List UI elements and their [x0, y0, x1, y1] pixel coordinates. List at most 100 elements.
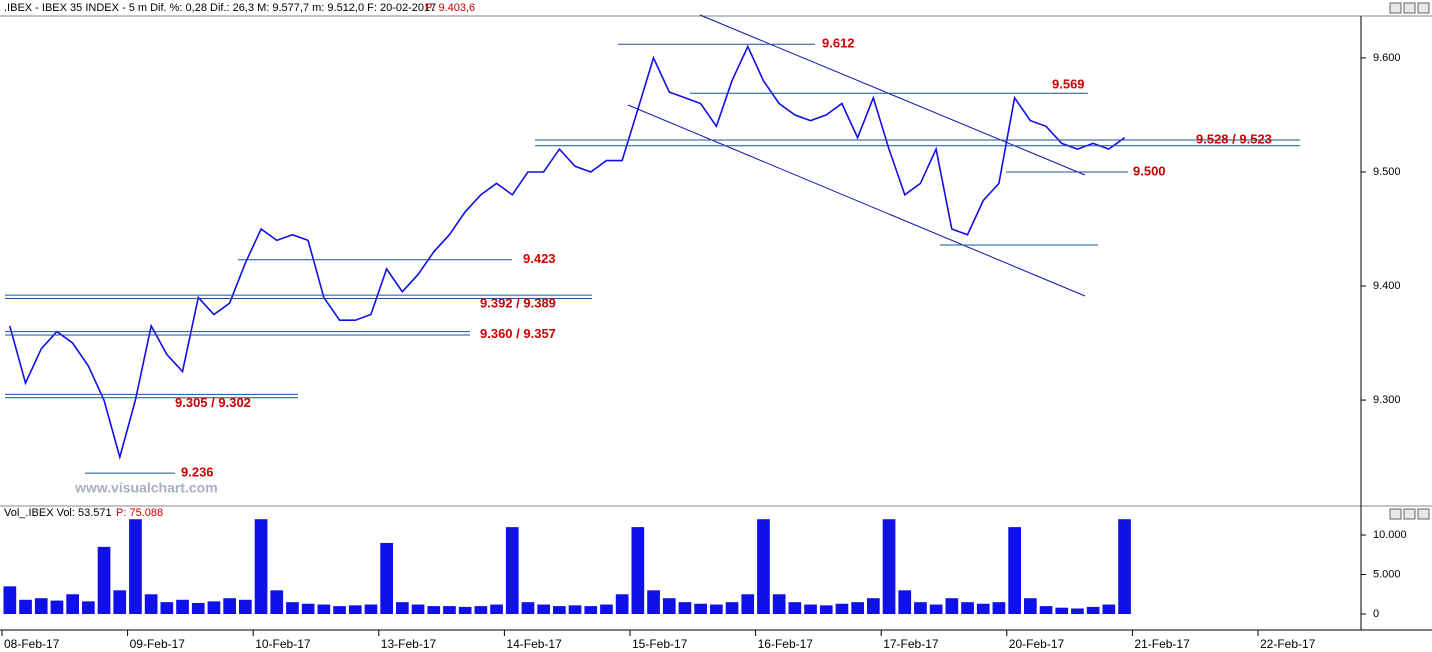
- volume-bar: [741, 594, 755, 615]
- volume-bar: [772, 594, 786, 615]
- volume-bar: [662, 598, 676, 615]
- volume-bar: [364, 604, 378, 615]
- x-tick-label: 14-Feb-17: [506, 637, 562, 651]
- volume-bar: [1008, 527, 1021, 615]
- volume-bar: [1086, 606, 1100, 615]
- volume-bar: [615, 594, 629, 615]
- volume-bar: [223, 598, 236, 615]
- y-tick-label: 9.300: [1373, 394, 1401, 406]
- volume-bar: [144, 594, 158, 615]
- volume-bar: [239, 599, 252, 615]
- volume-bar: [82, 601, 95, 615]
- volume-bar: [804, 604, 817, 615]
- y-tick-label: 10.000: [1373, 529, 1407, 541]
- volume-bar: [1055, 607, 1069, 615]
- channel-upper: [699, 14, 1086, 176]
- x-tick-label: 08-Feb-17: [4, 637, 60, 651]
- chart-title: .IBEX - IBEX 35 INDEX - 5 m Dif. %: 0,28…: [4, 2, 436, 14]
- volume-bar: [553, 606, 566, 615]
- y-tick-label: 9.500: [1373, 166, 1401, 178]
- volume-bar: [1071, 608, 1084, 615]
- y-tick-label: 5.000: [1373, 568, 1401, 580]
- y-tick-label: 9.600: [1373, 52, 1401, 64]
- volume-bar: [207, 601, 221, 615]
- volume-bar: [757, 519, 770, 615]
- volume-bar: [521, 602, 535, 615]
- x-tick-label: 21-Feb-17: [1134, 637, 1190, 651]
- channel-lower: [627, 104, 1086, 297]
- volume-bar: [945, 598, 959, 615]
- level-label: 9.360 / 9.357: [480, 326, 556, 341]
- x-tick-label: 17-Feb-17: [883, 637, 939, 651]
- volume-bar: [851, 602, 864, 615]
- volume-bar: [882, 519, 896, 615]
- volume-bar: [1102, 604, 1116, 615]
- volume-bar: [600, 604, 613, 615]
- volume-bar: [19, 599, 32, 615]
- volume-bar: [505, 527, 519, 615]
- volume-bar: [176, 599, 189, 615]
- close-button[interactable]: [1417, 2, 1430, 14]
- volume-bar: [788, 602, 802, 615]
- volume-bar: [317, 604, 331, 615]
- volume-bar: [66, 594, 79, 615]
- volume-bar: [191, 602, 205, 615]
- volume-last-value: P: 75.088: [116, 507, 163, 519]
- volume-bar: [898, 590, 912, 615]
- volume-bar: [50, 600, 64, 615]
- x-tick-label: 16-Feb-17: [758, 637, 814, 651]
- window-buttons[interactable]: [1389, 2, 1430, 520]
- volume-bar: [992, 602, 1006, 615]
- volume-bar: [411, 604, 425, 615]
- price-line: [9, 44, 1125, 461]
- level-label: 9.500: [1133, 163, 1166, 178]
- volume-bar: [3, 586, 17, 615]
- level-label: 9.305 / 9.302: [175, 395, 251, 410]
- volume-bar: [710, 604, 723, 615]
- x-tick-label: 13-Feb-17: [381, 637, 437, 651]
- x-tick-label: 20-Feb-17: [1009, 637, 1065, 651]
- volume-bar: [631, 527, 645, 615]
- volume-bar: [443, 606, 456, 615]
- volume-bar: [537, 604, 550, 615]
- volume-bar: [961, 602, 974, 615]
- volume-bar: [647, 590, 660, 615]
- x-tick-label: 22-Feb-17: [1260, 637, 1316, 651]
- y-tick-label: 0: [1373, 608, 1379, 620]
- volume-bar: [113, 590, 127, 615]
- volume-bar: [129, 519, 142, 615]
- volume-bar: [254, 519, 268, 615]
- volume-bar: [1024, 598, 1037, 615]
- last-price: P: 9.403,6: [425, 2, 475, 14]
- volume-bar: [160, 602, 174, 615]
- watermark: www.visualchart.com: [74, 480, 218, 496]
- volume-bar: [458, 606, 472, 615]
- volume-title: Vol_.IBEX Vol: 53.571: [4, 507, 112, 519]
- volume-bar: [835, 603, 849, 615]
- maximize-button[interactable]: [1403, 2, 1416, 14]
- volume-bar: [584, 606, 598, 615]
- volume-bar: [914, 602, 927, 615]
- level-label: 9.528 / 9.523: [1196, 131, 1272, 146]
- volume-bar: [976, 603, 990, 615]
- volume-bar: [286, 602, 299, 615]
- level-label: 9.423: [523, 251, 556, 266]
- minimize-button[interactable]: [1389, 508, 1402, 520]
- minimize-button[interactable]: [1389, 2, 1402, 14]
- level-label: 9.569: [1052, 77, 1085, 92]
- volume-bar: [333, 606, 346, 615]
- volume-bar: [929, 604, 943, 615]
- volume-bar: [1039, 606, 1053, 615]
- x-tick-label: 10-Feb-17: [255, 637, 311, 651]
- volume-bar: [474, 606, 488, 615]
- volume-bar: [490, 604, 503, 615]
- level-label: 9.612: [822, 36, 855, 51]
- maximize-button[interactable]: [1403, 508, 1416, 520]
- level-label: 9.392 / 9.389: [480, 296, 556, 311]
- y-tick-label: 9.400: [1373, 280, 1401, 292]
- volume-bar: [427, 606, 441, 615]
- volume-bar: [380, 542, 393, 615]
- close-button[interactable]: [1417, 508, 1430, 520]
